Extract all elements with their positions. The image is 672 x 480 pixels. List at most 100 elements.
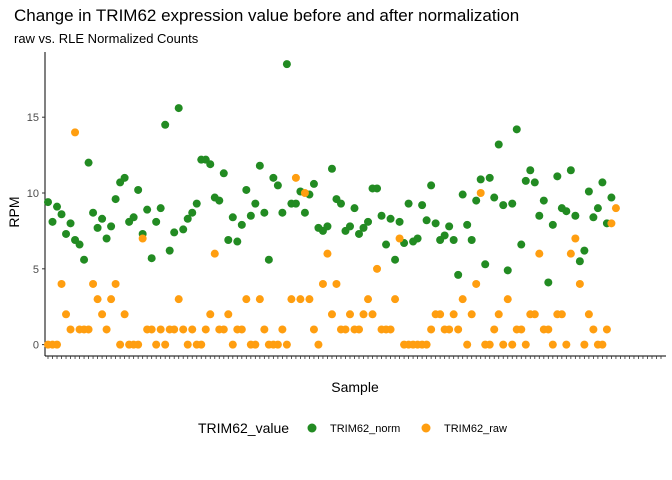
legend: TRIM62_value TRIM62_norm TRIM62_raw xyxy=(198,420,507,436)
point-TRIM62_norm xyxy=(134,185,143,194)
y-tick-label: 15 xyxy=(27,112,39,124)
point-TRIM62_raw xyxy=(458,295,467,304)
point-TRIM62_raw xyxy=(517,325,526,334)
point-TRIM62_norm xyxy=(179,225,188,234)
point-TRIM62_raw xyxy=(183,340,192,349)
point-TRIM62_norm xyxy=(282,60,291,69)
point-TRIM62_norm xyxy=(84,158,93,167)
point-TRIM62_norm xyxy=(237,220,246,229)
point-TRIM62_norm xyxy=(309,179,318,188)
point-TRIM62_norm xyxy=(183,214,192,223)
point-TRIM62_raw xyxy=(66,325,75,334)
point-TRIM62_raw xyxy=(287,295,296,304)
point-TRIM62_raw xyxy=(544,325,553,334)
point-TRIM62_raw xyxy=(602,325,611,334)
point-TRIM62_norm xyxy=(517,240,526,249)
point-TRIM62_norm xyxy=(57,210,66,219)
point-TRIM62_norm xyxy=(566,166,575,175)
point-TRIM62_norm xyxy=(562,207,571,216)
y-tick-label: 5 xyxy=(33,264,39,276)
point-TRIM62_raw xyxy=(364,295,373,304)
point-TRIM62_raw xyxy=(318,279,327,288)
point-TRIM62_raw xyxy=(327,310,336,319)
point-TRIM62_norm xyxy=(53,202,62,211)
point-TRIM62_raw xyxy=(472,279,481,288)
point-TRIM62_norm xyxy=(120,173,129,182)
point-TRIM62_norm xyxy=(413,234,422,243)
point-TRIM62_norm xyxy=(382,240,391,249)
point-TRIM62_norm xyxy=(355,229,364,238)
point-TRIM62_raw xyxy=(71,128,80,137)
point-TRIM62_norm xyxy=(89,208,98,217)
point-TRIM62_norm xyxy=(350,204,359,213)
point-TRIM62_norm xyxy=(192,199,201,208)
point-TRIM62_norm xyxy=(345,222,354,231)
point-TRIM62_raw xyxy=(467,310,476,319)
point-TRIM62_norm xyxy=(264,255,273,264)
y-axis: 0 5 10 15 xyxy=(27,52,46,356)
point-TRIM62_norm xyxy=(228,213,237,222)
point-TRIM62_raw xyxy=(323,249,332,258)
point-TRIM62_norm xyxy=(152,217,161,226)
point-TRIM62_raw xyxy=(57,279,66,288)
point-TRIM62_raw xyxy=(395,234,404,243)
point-TRIM62_raw xyxy=(206,310,215,319)
point-TRIM62_norm xyxy=(508,199,517,208)
point-TRIM62_raw xyxy=(611,204,620,213)
point-TRIM62_norm xyxy=(327,164,336,173)
point-TRIM62_raw xyxy=(120,310,129,319)
point-TRIM62_raw xyxy=(566,249,575,258)
point-TRIM62_raw xyxy=(530,310,539,319)
point-TRIM62_raw xyxy=(282,340,291,349)
point-TRIM62_raw xyxy=(251,340,260,349)
point-TRIM62_norm xyxy=(215,196,224,205)
point-TRIM62_norm xyxy=(431,219,440,228)
point-TRIM62_raw xyxy=(53,340,62,349)
point-TRIM62_raw xyxy=(562,340,571,349)
point-TRIM62_raw xyxy=(161,340,170,349)
point-TRIM62_norm xyxy=(584,187,593,196)
point-TRIM62_norm xyxy=(593,204,602,213)
point-TRIM62_raw xyxy=(557,310,566,319)
point-TRIM62_norm xyxy=(454,270,463,279)
point-TRIM62_raw xyxy=(138,234,147,243)
point-TRIM62_norm xyxy=(404,199,413,208)
point-TRIM62_norm xyxy=(512,125,521,134)
point-TRIM62_norm xyxy=(571,211,580,220)
legend-key-norm xyxy=(307,423,317,433)
point-TRIM62_raw xyxy=(210,249,219,258)
point-TRIM62_norm xyxy=(242,185,251,194)
point-TRIM62_raw xyxy=(575,279,584,288)
point-TRIM62_raw xyxy=(589,325,598,334)
point-TRIM62_raw xyxy=(147,325,156,334)
point-TRIM62_raw xyxy=(476,189,485,198)
point-TRIM62_norm xyxy=(156,204,165,213)
point-TRIM62_raw xyxy=(273,340,282,349)
point-TRIM62_raw xyxy=(314,340,323,349)
point-TRIM62_norm xyxy=(391,255,400,264)
point-TRIM62_norm xyxy=(233,237,242,246)
y-tick-label: 0 xyxy=(33,340,39,352)
point-TRIM62_raw xyxy=(494,310,503,319)
point-TRIM62_norm xyxy=(224,236,233,245)
point-TRIM62_raw xyxy=(260,325,269,334)
point-TRIM62_norm xyxy=(490,193,499,202)
point-TRIM62_raw xyxy=(454,325,463,334)
point-TRIM62_raw xyxy=(449,310,458,319)
point-TRIM62_raw xyxy=(535,249,544,258)
point-TRIM62_norm xyxy=(66,219,75,228)
point-TRIM62_norm xyxy=(161,120,170,129)
point-TRIM62_norm xyxy=(174,104,183,113)
point-TRIM62_norm xyxy=(300,208,309,217)
point-TRIM62_norm xyxy=(188,208,197,217)
point-TRIM62_norm xyxy=(440,231,449,240)
point-TRIM62_raw xyxy=(598,340,607,349)
point-TRIM62_raw xyxy=(490,325,499,334)
x-axis xyxy=(45,355,666,359)
point-TRIM62_norm xyxy=(269,173,278,182)
point-TRIM62_raw xyxy=(201,325,210,334)
point-TRIM62_raw xyxy=(355,325,364,334)
point-TRIM62_raw xyxy=(219,325,228,334)
point-TRIM62_raw xyxy=(84,325,93,334)
